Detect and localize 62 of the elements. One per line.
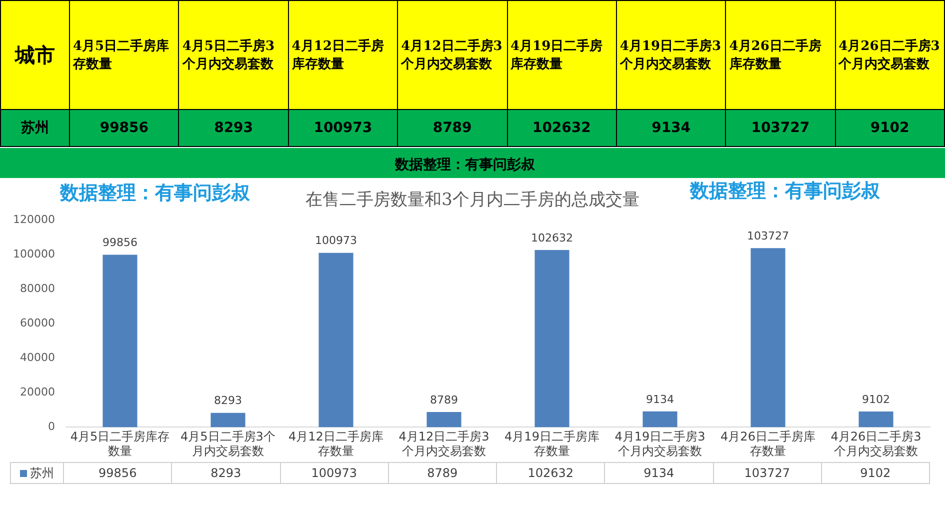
x-tick-label: 4月26日二手房3 个月内交易套数 bbox=[830, 430, 922, 458]
category-label: 4月12日二手房3个月内交易套数 bbox=[401, 39, 502, 72]
bar bbox=[750, 248, 786, 428]
data-label: 102632 bbox=[507, 110, 616, 146]
bar bbox=[102, 254, 138, 428]
bar bbox=[642, 411, 678, 428]
y-tick-label: 0 bbox=[48, 420, 55, 434]
bar bbox=[426, 412, 462, 428]
data-label: 9134 bbox=[616, 110, 726, 146]
bar bbox=[534, 250, 570, 428]
y-tick-label: 120000 bbox=[12, 212, 55, 226]
text: 9134 bbox=[646, 392, 674, 406]
x-tick-label: 4月12日二手房库 存数量 bbox=[288, 430, 384, 458]
text: 9134 bbox=[644, 466, 674, 480]
text: 数据整理：有事问彭叔 bbox=[690, 179, 880, 204]
text: 9102 bbox=[860, 466, 891, 480]
text: 苏州 bbox=[21, 120, 49, 136]
data-label: 9102 bbox=[835, 110, 944, 146]
text: 数据整理：有事问彭叔 bbox=[395, 156, 535, 174]
text: 数据整理：有事问彭叔 bbox=[60, 181, 250, 206]
category-label: 4月26日二手房3个月内交易套数 bbox=[838, 39, 940, 72]
text: 99856 bbox=[98, 466, 137, 480]
data-label: 100973 bbox=[288, 110, 398, 146]
text: 103727 bbox=[744, 466, 790, 480]
data-label: 8293 bbox=[178, 110, 288, 146]
category-label: 4月12日二手房库存数量 bbox=[292, 39, 384, 72]
text: 9102 bbox=[862, 392, 890, 406]
chart-title: 在售二手房数量和3个月内二手房的总成交量 bbox=[306, 190, 640, 210]
text: 8789 bbox=[427, 466, 458, 480]
x-tick-label: 4月26日二手房库 存数量 bbox=[720, 430, 816, 458]
y-tick-label: 20000 bbox=[20, 386, 55, 399]
category-label: 4月19日二手房3个月内交易套数 bbox=[620, 39, 722, 72]
x-tick-label: 4月12日二手房3 个月内交易套数 bbox=[398, 430, 490, 458]
text: 100973 bbox=[314, 234, 357, 248]
bar bbox=[318, 252, 354, 428]
text: 8293 bbox=[214, 394, 242, 408]
legend-label: 苏州 bbox=[10, 462, 64, 484]
text: 102632 bbox=[530, 231, 573, 244]
x-tick-label: 4月19日二手房库 存数量 bbox=[504, 430, 600, 458]
category-label: 4月19日二手房库存数量 bbox=[510, 39, 603, 72]
y-tick-label: 100000 bbox=[12, 247, 55, 260]
category-label: 4月26日二手房库存数量 bbox=[729, 39, 822, 72]
bar bbox=[210, 412, 246, 428]
data-label: 103727 bbox=[726, 110, 836, 146]
y-tick-label: 40000 bbox=[20, 350, 55, 364]
x-tick-label: 4月19日二手房3 个月内交易套数 bbox=[614, 430, 706, 458]
category-label: 4月5日二手房3个月内交易套数 bbox=[182, 39, 275, 72]
data-label: 8789 bbox=[398, 110, 507, 146]
text: 100973 bbox=[311, 466, 358, 480]
text: 8293 bbox=[210, 466, 242, 480]
text: 103727 bbox=[747, 229, 789, 242]
y-tick-label: 60000 bbox=[20, 316, 55, 330]
x-tick-label: 4月5日二手房3个 月内交易套数 bbox=[180, 430, 276, 458]
bar bbox=[858, 411, 894, 428]
category-label: 4月5日二手房库存数量 bbox=[73, 39, 170, 72]
data-label: 99856 bbox=[70, 110, 179, 146]
text: 99856 bbox=[102, 236, 138, 250]
text: 城市 bbox=[0, 0, 70, 110]
text: 8789 bbox=[430, 393, 458, 406]
x-tick-label: 4月5日二手房库存 数量 bbox=[70, 430, 170, 458]
y-tick-label: 80000 bbox=[20, 282, 55, 295]
text: 102632 bbox=[528, 466, 574, 480]
